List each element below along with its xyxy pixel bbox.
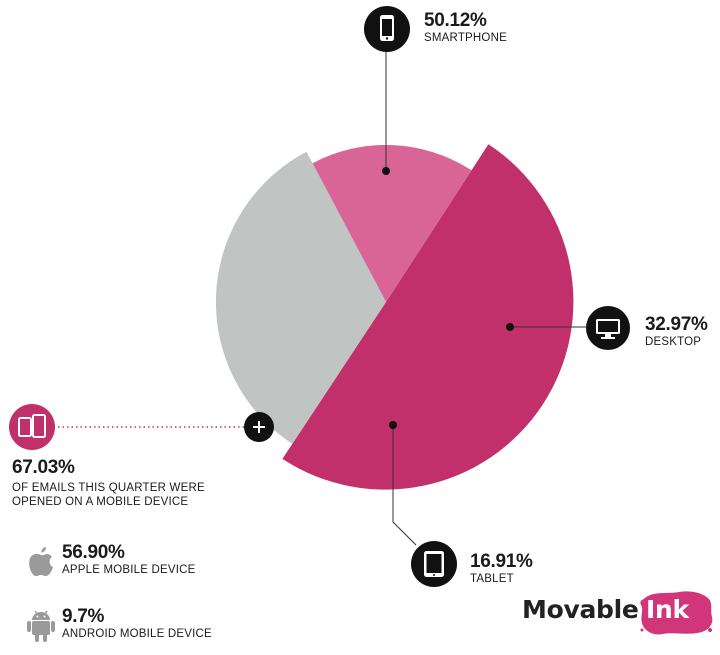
plus-icon bbox=[253, 421, 265, 433]
android-label: ANDROID MOBILE DEVICE bbox=[62, 628, 212, 640]
tablet-leader-line bbox=[392, 425, 417, 546]
smartphone-percent: 50.12% bbox=[424, 10, 487, 31]
logo-ink: Ink bbox=[646, 595, 689, 624]
apple-logo-icon bbox=[29, 547, 53, 576]
desktop-slice bbox=[215, 151, 386, 444]
smartphone-slice bbox=[282, 144, 574, 490]
tablet-icon bbox=[411, 541, 457, 587]
desktop-monitor-icon bbox=[586, 306, 630, 350]
desktop-leader-dot bbox=[506, 323, 514, 331]
apple-percent: 56.90% bbox=[62, 542, 125, 563]
tablet-leader-dot bbox=[389, 421, 397, 429]
leader-lines bbox=[58, 52, 586, 546]
pie-slices bbox=[215, 144, 574, 490]
smartphone-callout: 50.12% SMARTPHONE bbox=[424, 11, 507, 45]
desktop-label: DESKTOP bbox=[645, 336, 702, 348]
ink-splash-icon bbox=[640, 591, 713, 635]
desktop-callout: 32.97% DESKTOP bbox=[645, 315, 708, 349]
android-percent: 9.7% bbox=[62, 606, 105, 627]
tablet-percent: 16.91% bbox=[470, 551, 533, 572]
movable-ink-logo: Movable Ink bbox=[518, 590, 718, 640]
tablet-callout: 16.91% TABLET bbox=[470, 552, 533, 586]
desktop-percent: 32.97% bbox=[645, 314, 708, 335]
tablet-slice bbox=[312, 144, 472, 302]
mobile-devices-icon bbox=[9, 404, 55, 450]
mobile-summary: 67.03% OF EMAILS THIS QUARTER WERE OPENE… bbox=[12, 458, 242, 509]
smartphone-label: SMARTPHONE bbox=[424, 32, 507, 44]
tablet-label: TABLET bbox=[470, 573, 514, 585]
android-logo-icon bbox=[27, 610, 55, 642]
mobile-percent: 67.03% bbox=[12, 457, 75, 478]
logo-word: Movable bbox=[522, 595, 639, 624]
mobile-summary-text: OF EMAILS THIS QUARTER WERE OPENED ON A … bbox=[12, 482, 205, 508]
smartphone-leader-dot bbox=[382, 167, 390, 175]
apple-label: APPLE MOBILE DEVICE bbox=[62, 564, 196, 576]
smartphone-icon bbox=[364, 6, 410, 52]
